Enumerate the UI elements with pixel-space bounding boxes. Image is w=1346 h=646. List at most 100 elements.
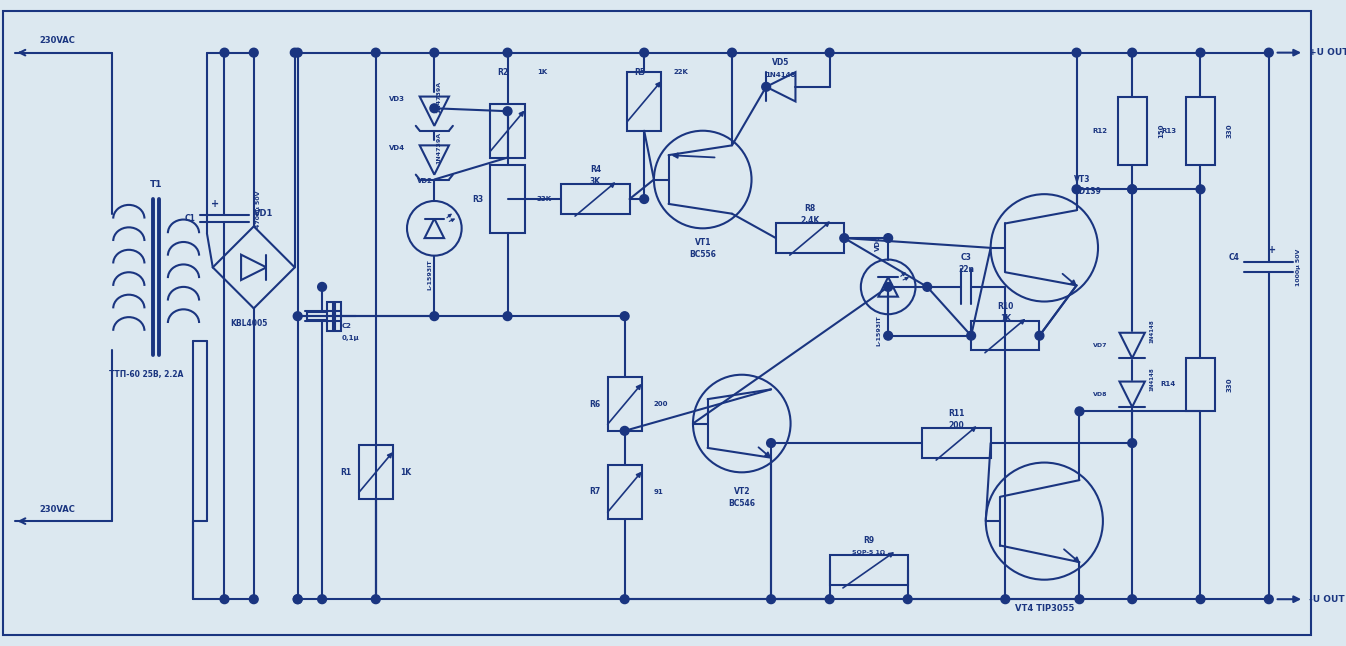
- Circle shape: [1073, 185, 1081, 194]
- Circle shape: [221, 595, 229, 603]
- Circle shape: [1075, 595, 1084, 603]
- Circle shape: [903, 595, 913, 603]
- Text: ТТП-60 25В, 2.2А: ТТП-60 25В, 2.2А: [109, 370, 183, 379]
- Bar: [1186, 358, 1215, 412]
- Circle shape: [318, 595, 327, 603]
- Text: R1: R1: [341, 468, 351, 477]
- Circle shape: [371, 595, 380, 603]
- Bar: [1186, 96, 1215, 165]
- Text: 33K: 33K: [537, 196, 552, 202]
- Bar: [1117, 96, 1147, 165]
- Text: VD2: VD2: [417, 178, 432, 185]
- Circle shape: [762, 83, 770, 91]
- Text: VD1: VD1: [254, 209, 273, 218]
- Text: 3K: 3K: [590, 177, 600, 186]
- Circle shape: [840, 234, 848, 242]
- Circle shape: [621, 595, 629, 603]
- Text: R14: R14: [1160, 382, 1176, 388]
- Text: BD139: BD139: [1074, 187, 1101, 196]
- Circle shape: [1035, 331, 1044, 340]
- Bar: [358, 446, 393, 499]
- Text: VD4: VD4: [389, 145, 405, 151]
- Bar: [335, 302, 341, 331]
- Circle shape: [1197, 48, 1205, 57]
- Text: 200: 200: [654, 401, 669, 407]
- Text: VD3: VD3: [389, 96, 405, 103]
- Bar: [490, 104, 525, 158]
- Text: SQP-5 1Ω: SQP-5 1Ω: [852, 550, 886, 555]
- Bar: [775, 224, 844, 253]
- Circle shape: [429, 48, 439, 57]
- Bar: [607, 377, 642, 431]
- Text: R2: R2: [497, 68, 509, 77]
- Circle shape: [503, 107, 511, 116]
- Circle shape: [639, 48, 649, 57]
- Circle shape: [503, 48, 511, 57]
- Circle shape: [923, 282, 931, 291]
- Text: 1N4739A: 1N4739A: [436, 81, 441, 112]
- Text: 1N4148: 1N4148: [766, 72, 795, 78]
- Text: -U OUT: -U OUT: [1308, 595, 1345, 604]
- Circle shape: [1128, 48, 1136, 57]
- Bar: [829, 556, 907, 585]
- Circle shape: [429, 312, 439, 320]
- Circle shape: [293, 312, 302, 320]
- Circle shape: [767, 595, 775, 603]
- Text: C2: C2: [342, 323, 351, 329]
- Text: 22K: 22K: [673, 69, 688, 75]
- Text: R12: R12: [1093, 128, 1108, 134]
- Circle shape: [429, 104, 439, 112]
- Text: VD7: VD7: [1093, 343, 1108, 348]
- Text: +U OUT: +U OUT: [1308, 48, 1346, 57]
- Circle shape: [767, 439, 775, 448]
- Bar: [970, 321, 1039, 350]
- Text: R11: R11: [949, 410, 965, 418]
- Circle shape: [966, 331, 976, 340]
- Bar: [561, 184, 630, 214]
- Text: R5: R5: [634, 68, 645, 77]
- Text: R9: R9: [863, 536, 874, 545]
- Text: R8: R8: [805, 204, 816, 213]
- Circle shape: [621, 312, 629, 320]
- Circle shape: [825, 48, 835, 57]
- Circle shape: [371, 48, 380, 57]
- Text: R7: R7: [590, 487, 600, 496]
- Text: T1: T1: [149, 180, 163, 189]
- Text: L-1593IT: L-1593IT: [427, 260, 432, 291]
- Circle shape: [1264, 48, 1273, 57]
- Text: 4700μ 50V: 4700μ 50V: [256, 190, 261, 227]
- Text: 1K: 1K: [1000, 313, 1011, 322]
- Circle shape: [249, 48, 258, 57]
- Text: R4: R4: [590, 165, 600, 174]
- Text: 1N4148: 1N4148: [1149, 319, 1155, 342]
- Text: C3: C3: [961, 253, 972, 262]
- Text: R10: R10: [997, 302, 1014, 311]
- Circle shape: [1073, 48, 1081, 57]
- Bar: [922, 428, 991, 457]
- Text: VD8: VD8: [1093, 391, 1108, 397]
- Circle shape: [1075, 407, 1084, 416]
- Circle shape: [293, 595, 302, 603]
- Text: VD6: VD6: [875, 235, 882, 251]
- Circle shape: [884, 234, 892, 242]
- Circle shape: [1128, 185, 1136, 194]
- Text: 1000μ 50V: 1000μ 50V: [1296, 249, 1300, 286]
- Text: C4: C4: [1229, 253, 1240, 262]
- Text: 2,4K: 2,4K: [801, 216, 820, 225]
- Circle shape: [1128, 439, 1136, 448]
- Text: 1K: 1K: [537, 69, 546, 75]
- Circle shape: [1128, 185, 1136, 194]
- Text: 1N4739A: 1N4739A: [436, 132, 441, 164]
- Circle shape: [293, 48, 302, 57]
- Text: +: +: [211, 199, 219, 209]
- Text: 91: 91: [654, 489, 664, 495]
- Bar: [327, 302, 332, 331]
- Text: 1K: 1K: [400, 468, 412, 477]
- Bar: [490, 165, 525, 233]
- Circle shape: [293, 595, 302, 603]
- Text: KBL4005: KBL4005: [230, 320, 268, 328]
- Text: BC546: BC546: [728, 499, 755, 508]
- Circle shape: [1001, 595, 1010, 603]
- Bar: [627, 72, 661, 130]
- Text: VT1: VT1: [695, 238, 711, 247]
